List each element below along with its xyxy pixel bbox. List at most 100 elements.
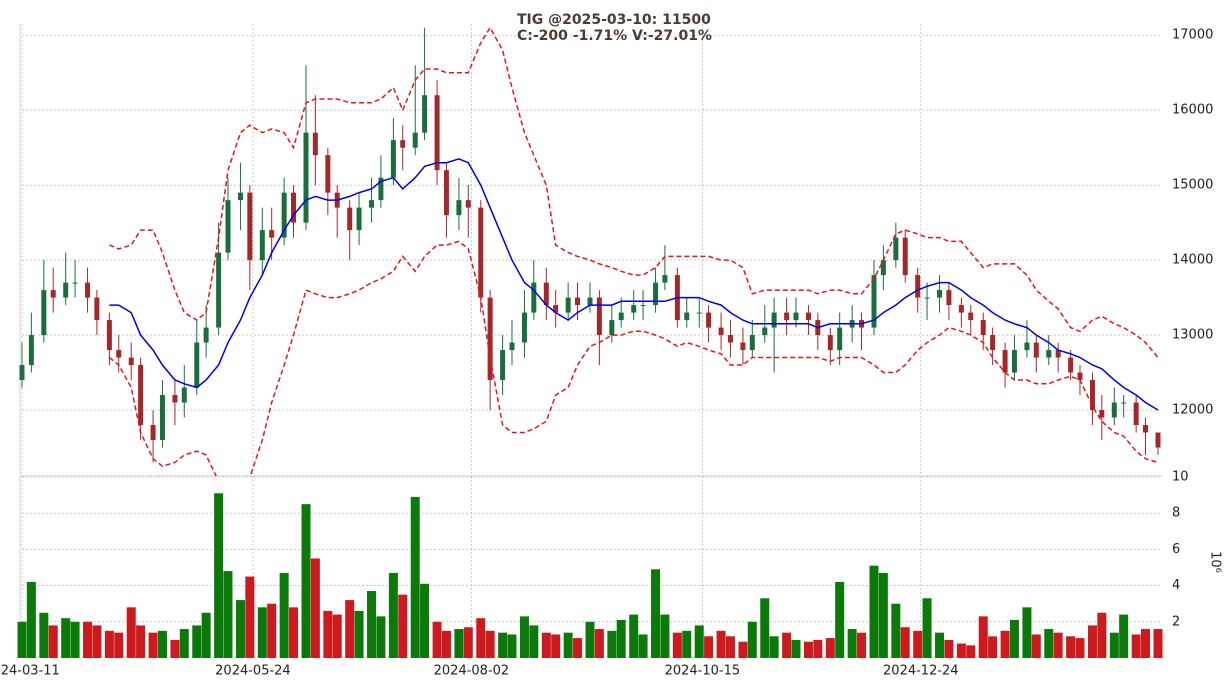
volume-bar <box>782 632 792 658</box>
candle-body <box>303 132 309 223</box>
candle-body <box>390 140 396 178</box>
volume-bar <box>1075 638 1085 658</box>
candle-body <box>116 350 122 358</box>
candle-body <box>946 290 952 306</box>
volume-bar <box>891 603 901 658</box>
y2-tick-label: 2 <box>1172 614 1180 629</box>
volume-bar <box>83 621 93 658</box>
volume-bar <box>1053 632 1063 658</box>
volume-bar <box>420 583 430 658</box>
volume-bar <box>301 504 311 658</box>
volume-axis-label: 10⁶ <box>1208 551 1223 573</box>
volume-bar <box>410 496 420 658</box>
volume-bar <box>114 632 124 658</box>
candle-body <box>596 297 602 336</box>
volume-panel <box>17 493 1163 658</box>
volume-bar <box>136 625 146 658</box>
volume-bar <box>398 594 408 658</box>
volume-bar <box>704 636 714 658</box>
volume-bar <box>92 625 102 658</box>
volume-bar <box>638 634 648 658</box>
candle-body <box>28 335 34 366</box>
candle-body <box>631 305 637 313</box>
y-tick-label: 17000 <box>1172 28 1213 43</box>
volume-bar <box>944 639 954 658</box>
candle-body <box>718 327 724 336</box>
volume-bar <box>629 614 639 658</box>
candle-body <box>259 230 265 261</box>
volume-bar <box>1044 629 1054 658</box>
volume-bar <box>594 629 604 658</box>
candle-body <box>640 305 646 307</box>
volume-bar <box>682 630 692 658</box>
volume-bar <box>1087 625 1097 658</box>
candle-body <box>50 290 56 298</box>
volume-bar <box>157 630 167 658</box>
volume-bar <box>289 607 299 658</box>
candle-body <box>609 320 615 336</box>
candle-body <box>378 177 384 201</box>
volume-bar <box>1153 629 1163 658</box>
candle-body <box>478 207 484 298</box>
volume-bar <box>354 610 364 658</box>
volume-bar <box>541 632 551 658</box>
volume-bar <box>148 632 158 658</box>
candle-body <box>465 200 471 208</box>
candle-body <box>958 305 964 313</box>
volume-bar <box>803 641 813 658</box>
volume-bar <box>1119 614 1129 658</box>
candle-body <box>1143 425 1149 433</box>
candle-body <box>128 357 134 366</box>
volume-bar <box>1097 612 1107 658</box>
volume-bar <box>573 638 583 658</box>
volume-bar <box>694 625 704 658</box>
band-line <box>109 158 1159 411</box>
candle-body <box>172 395 178 403</box>
volume-bar <box>738 641 748 658</box>
volume-bar <box>432 621 442 658</box>
volume-bar <box>70 621 80 658</box>
x-tick-label: 2024-12-24 <box>883 664 959 679</box>
volume-bar <box>857 632 867 658</box>
candle-body <box>94 297 100 321</box>
volume-bar <box>454 629 464 658</box>
candle-body <box>72 282 78 284</box>
candle-body <box>1055 350 1061 358</box>
candle-body <box>880 260 886 276</box>
volume-bar <box>1141 629 1151 658</box>
candle-body <box>325 155 331 193</box>
candle-body <box>247 192 253 261</box>
volume-bar <box>245 576 255 658</box>
candle-body <box>443 170 449 216</box>
candle-body <box>159 395 165 440</box>
candle-body <box>696 312 702 314</box>
volume-bar <box>878 572 888 658</box>
candle-body <box>915 275 921 298</box>
candle-body <box>203 327 209 343</box>
volume-bar <box>900 627 910 658</box>
candle-body <box>762 327 768 336</box>
candle-body <box>684 312 690 321</box>
candle-body <box>543 282 549 306</box>
volume-bar <box>835 581 845 658</box>
candle-body <box>281 192 287 238</box>
candle-body <box>706 312 712 328</box>
volume-bar <box>376 616 386 658</box>
volume-bar <box>966 645 976 658</box>
candle-body <box>793 312 799 321</box>
candle-body <box>369 200 375 208</box>
candle-body <box>521 312 527 343</box>
volume-bar <box>267 603 277 658</box>
candle-body <box>740 342 746 351</box>
candle-body <box>237 192 243 201</box>
volume-bar <box>551 634 561 658</box>
volume-bar <box>813 639 823 658</box>
candle-body <box>871 275 877 328</box>
candle-body <box>1111 402 1117 418</box>
volume-bar <box>616 619 626 658</box>
volume-bar <box>441 630 451 658</box>
candle-body <box>531 282 537 313</box>
candle-body <box>85 282 91 298</box>
candle-body <box>1089 380 1095 411</box>
candle-body <box>106 320 112 351</box>
